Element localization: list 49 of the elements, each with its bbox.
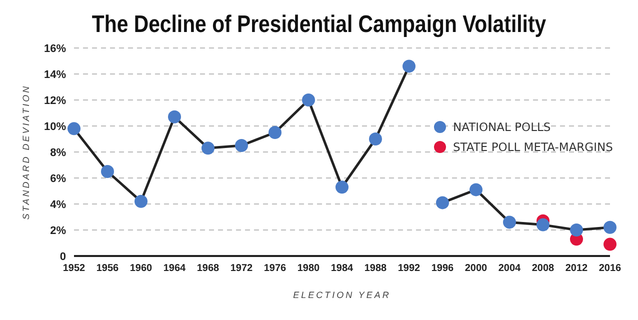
y-tick-label: 10% [44, 120, 66, 133]
chart-title: The Decline of Presidential Campaign Volatility [90, 10, 548, 40]
y-tick-label: 12% [44, 94, 66, 107]
x-tick-label: 1992 [398, 263, 421, 274]
point [570, 224, 583, 236]
x-tick-label: 2012 [565, 263, 588, 274]
point [202, 142, 214, 155]
point [402, 60, 416, 73]
y-tick-label: 6% [50, 172, 66, 185]
point [235, 139, 248, 152]
x-tick-label: 1964 [163, 263, 186, 274]
point [503, 216, 516, 229]
point [369, 132, 382, 146]
point [134, 194, 148, 208]
x-tick-label: 1968 [196, 263, 220, 274]
x-tick-label: 1988 [364, 263, 388, 274]
point [470, 183, 482, 196]
x-tick-label: 1960 [130, 263, 153, 274]
x-tick-label: 2008 [532, 263, 555, 274]
point [604, 238, 616, 251]
x-tick-label: 2000 [464, 263, 488, 274]
x-axis-title: ELECTION YEAR [293, 290, 391, 300]
x-tick-label: 1980 [297, 263, 320, 274]
point [101, 165, 114, 178]
point [68, 122, 80, 136]
y-axis-title: STANDARD DEVIATION [21, 84, 32, 220]
point [604, 220, 616, 234]
x-tick-label: 1952 [62, 263, 86, 274]
x-tick-label: 1956 [96, 263, 120, 274]
x-tick-label: 1996 [431, 263, 454, 274]
x-tick-label: 2004 [498, 263, 522, 274]
x-tick-label: 1976 [264, 263, 287, 274]
x-tick-label: 1984 [330, 263, 354, 274]
point [436, 196, 449, 210]
legend-label: STATE POLL META-MARGINS [453, 140, 613, 154]
legend-label: NATIONAL POLLS [453, 120, 551, 134]
point [536, 218, 550, 232]
point [168, 110, 181, 124]
y-tick-label: 4% [50, 198, 66, 211]
point [336, 180, 348, 194]
y-tick-label: 16% [44, 42, 66, 55]
y-tick-label: 14% [44, 68, 66, 81]
point [268, 126, 282, 139]
y-tick-label: 0 [60, 250, 66, 263]
x-tick-label: 1972 [230, 263, 254, 274]
point [302, 94, 315, 106]
x-tick-label: 2016 [598, 263, 622, 274]
y-tick-label: 2% [50, 224, 66, 237]
y-tick-label: 8% [50, 146, 66, 159]
